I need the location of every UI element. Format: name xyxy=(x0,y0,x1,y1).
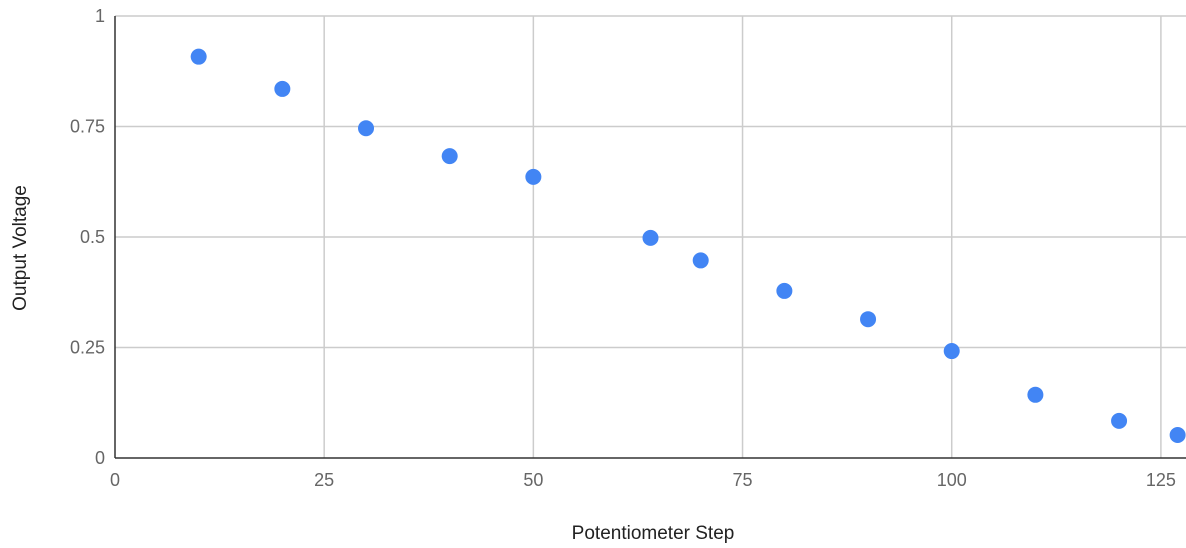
x-tick-label: 0 xyxy=(110,470,120,490)
axes xyxy=(114,16,1186,459)
y-tick-label: 0.25 xyxy=(70,338,105,358)
data-point xyxy=(943,343,960,360)
tick-labels: 0 0.25 0.5 0.75 1 0 25 50 75 100 125 xyxy=(70,6,1176,490)
data-point xyxy=(776,282,793,299)
x-axis-title: Potentiometer Step xyxy=(572,523,735,544)
x-tick-label: 125 xyxy=(1146,470,1176,490)
data-point xyxy=(190,48,207,65)
data-points xyxy=(190,48,1186,444)
x-tick-label: 25 xyxy=(314,470,334,490)
data-point xyxy=(1169,427,1186,444)
data-point xyxy=(441,148,458,165)
x-tick-label: 50 xyxy=(523,470,543,490)
data-point xyxy=(525,168,542,185)
data-point xyxy=(860,311,877,328)
data-point xyxy=(642,229,659,246)
y-tick-label: 0 xyxy=(95,448,105,468)
data-point xyxy=(692,252,709,269)
data-point xyxy=(1027,386,1044,403)
y-tick-label: 0.5 xyxy=(80,227,105,247)
y-tick-label: 1 xyxy=(95,6,105,26)
x-tick-label: 100 xyxy=(937,470,967,490)
grid-lines xyxy=(115,15,1186,458)
data-point xyxy=(1111,412,1128,429)
x-tick-label: 75 xyxy=(733,470,753,490)
data-point xyxy=(358,120,375,137)
data-point xyxy=(274,80,291,97)
y-axis-title: Output Voltage xyxy=(10,185,31,311)
y-tick-label: 0.75 xyxy=(70,117,105,137)
